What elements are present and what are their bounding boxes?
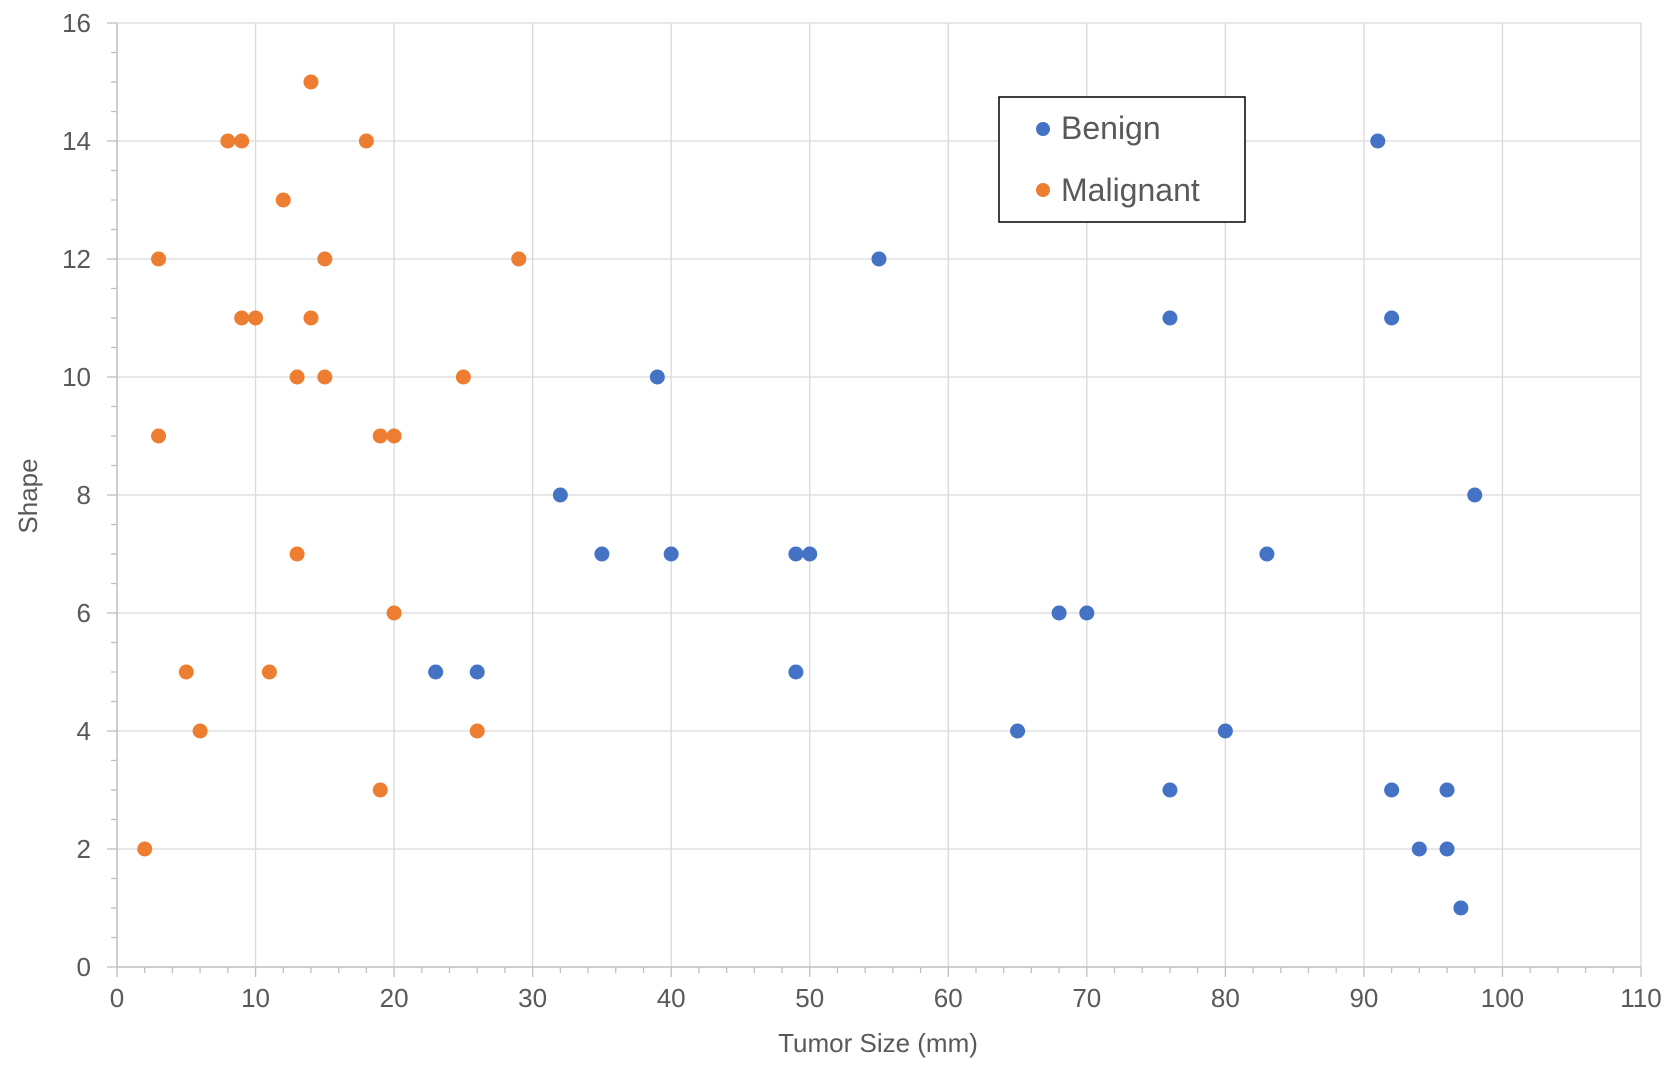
y-tick-label: 0 (77, 952, 91, 982)
x-tick-label: 30 (518, 983, 547, 1013)
point-benign (428, 664, 444, 680)
point-malignant (386, 428, 402, 444)
point-malignant (386, 605, 402, 621)
y-tick-label: 4 (77, 716, 91, 746)
x-tick-label: 90 (1349, 983, 1378, 1013)
point-benign (802, 546, 818, 562)
point-benign (1439, 841, 1455, 857)
point-malignant (220, 133, 236, 149)
point-malignant (469, 723, 485, 739)
point-malignant (248, 310, 264, 326)
data-points (137, 74, 1483, 916)
point-benign (788, 664, 804, 680)
point-malignant (372, 428, 388, 444)
point-malignant (317, 251, 333, 267)
x-tick-label: 70 (1072, 983, 1101, 1013)
point-benign (788, 546, 804, 562)
point-benign (649, 369, 665, 385)
tick-labels: 0 10 20 30 40 50 60 70 80 90 100 110 0 2 4 6 8 10 12 14 16 (62, 8, 1662, 1013)
point-malignant (275, 192, 291, 208)
y-tick-label: 2 (77, 834, 91, 864)
point-benign (1467, 487, 1483, 503)
x-tick-label: 10 (241, 983, 270, 1013)
point-malignant (192, 723, 208, 739)
point-malignant (372, 782, 388, 798)
point-benign (1259, 546, 1275, 562)
point-benign (1162, 782, 1178, 798)
point-benign (594, 546, 610, 562)
x-tick-label: 100 (1481, 983, 1524, 1013)
point-malignant (358, 133, 374, 149)
x-tick-label: 50 (795, 983, 824, 1013)
point-malignant (455, 369, 471, 385)
point-benign (1384, 782, 1400, 798)
legend-label-benign: Benign (1061, 110, 1161, 146)
x-tick-label: 60 (934, 983, 963, 1013)
x-tick-label: 0 (110, 983, 124, 1013)
x-tick-label: 40 (657, 983, 686, 1013)
y-tick-label: 12 (62, 244, 91, 274)
legend-label-malignant: Malignant (1061, 172, 1200, 208)
legend-marker-malignant (1036, 183, 1050, 197)
gridlines (117, 22, 1642, 967)
y-axis-title: Shape (13, 458, 43, 533)
axes (107, 22, 1642, 977)
point-malignant (289, 546, 305, 562)
point-benign (1051, 605, 1067, 621)
point-malignant (303, 74, 319, 90)
legend: Benign Malignant (998, 96, 1246, 223)
y-tick-label: 8 (77, 480, 91, 510)
legend-box (998, 96, 1246, 223)
legend-marker-benign (1036, 122, 1050, 136)
x-tick-label: 20 (380, 983, 409, 1013)
point-benign (469, 664, 485, 680)
x-axis-title: Tumor Size (mm) (778, 1028, 978, 1058)
point-malignant (511, 251, 527, 267)
point-benign (1439, 782, 1455, 798)
point-benign (663, 546, 679, 562)
y-tick-label: 10 (62, 362, 91, 392)
point-benign (1217, 723, 1233, 739)
y-tick-label: 14 (62, 126, 91, 156)
point-benign (1453, 900, 1469, 916)
point-malignant (303, 310, 319, 326)
point-benign (1370, 133, 1386, 149)
point-malignant (317, 369, 333, 385)
y-tick-label: 6 (77, 598, 91, 628)
point-malignant (234, 310, 250, 326)
point-benign (871, 251, 887, 267)
point-malignant (151, 428, 167, 444)
point-malignant (151, 251, 167, 267)
y-tick-label: 16 (62, 8, 91, 38)
point-benign (1384, 310, 1400, 326)
point-benign (1079, 605, 1095, 621)
x-tick-label: 80 (1211, 983, 1240, 1013)
x-tick-label: 110 (1620, 983, 1661, 1013)
point-benign (1411, 841, 1427, 857)
point-benign (1010, 723, 1026, 739)
point-malignant (261, 664, 277, 680)
point-malignant (234, 133, 250, 149)
point-malignant (289, 369, 305, 385)
point-benign (552, 487, 568, 503)
point-benign (1162, 310, 1178, 326)
point-malignant (137, 841, 153, 857)
point-malignant (178, 664, 194, 680)
